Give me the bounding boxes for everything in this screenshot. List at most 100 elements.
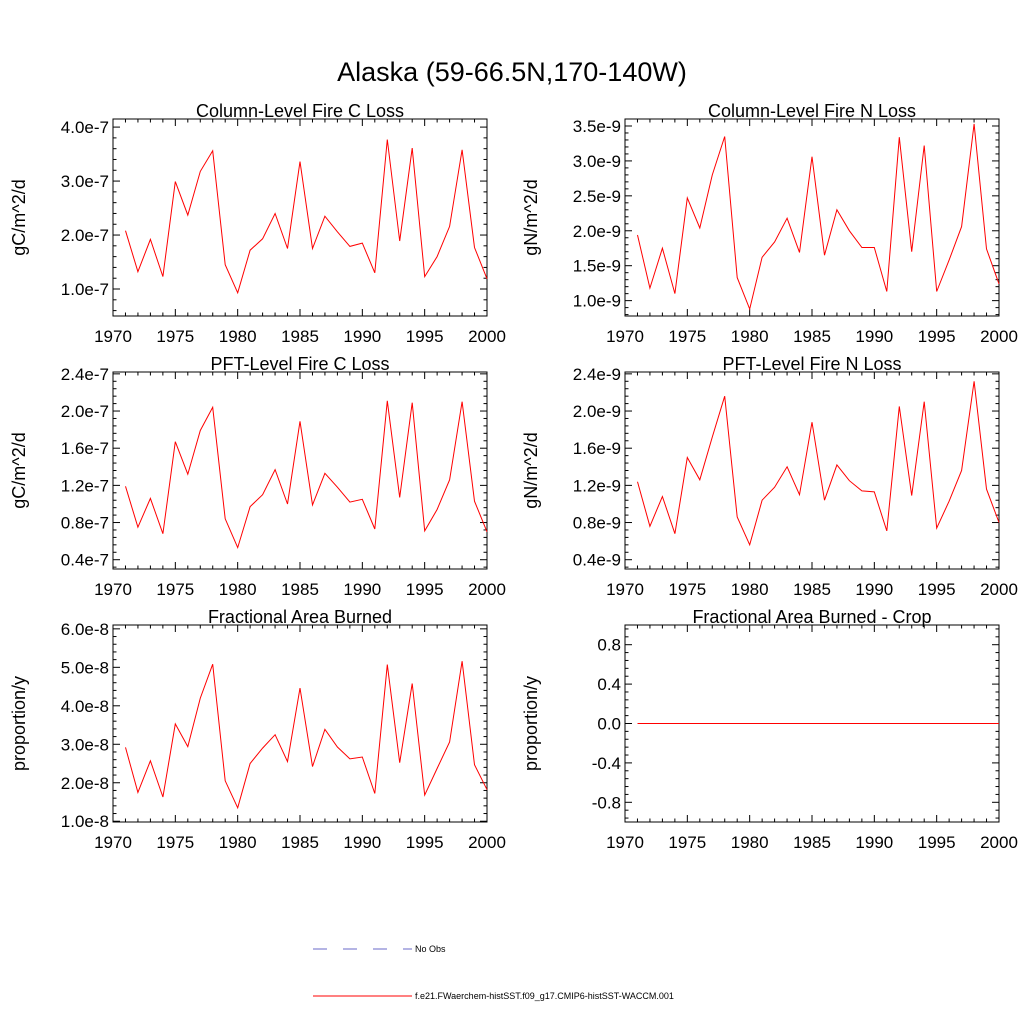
y-tick-label: 2.5e-9 <box>573 187 621 206</box>
y-tick-label: 1.2e-7 <box>61 476 109 495</box>
x-tick-label: 2000 <box>468 833 506 852</box>
plot-frame <box>112 624 488 823</box>
x-tick-label: 1975 <box>668 327 706 346</box>
panel-3: 1970 1975 1980 1985 1990 1995 2000 0.4e-7 0.8e-7… <box>9 354 506 599</box>
x-tick-label: 1990 <box>855 580 893 599</box>
y-tick-label: 2.0e-9 <box>573 402 621 421</box>
y-tick-label: 6.0e-8 <box>61 620 109 639</box>
panel-title: Fractional Area Burned - Crop <box>692 607 931 627</box>
x-tick-label: 1985 <box>281 327 319 346</box>
x-tick-label: 1980 <box>219 327 257 346</box>
legend: No Obs f.e21.FWaerchem-histSST.f09_g17.C… <box>313 944 674 1001</box>
x-tick-label: 1970 <box>94 833 132 852</box>
figure-title: Alaska (59-66.5N,170-140W) <box>337 57 687 87</box>
y-tick-label: 4.0e-8 <box>61 697 109 716</box>
plot-frame <box>624 371 1000 570</box>
x-tick-label: 2000 <box>980 327 1018 346</box>
y-tick-label: 1.0e-8 <box>61 812 109 831</box>
y-tick-label: 0.8e-9 <box>573 514 621 533</box>
y-tick-label: 0.0 <box>597 715 621 734</box>
panel-2: 1970 1975 1980 1985 1990 1995 2000 1.0e-9 1.5e-9… <box>521 101 1018 346</box>
x-tick-label: 1970 <box>606 327 644 346</box>
y-tick-label: 2.4e-9 <box>573 365 621 384</box>
y-tick-label: 2.4e-7 <box>61 365 109 384</box>
y-axis-label: gC/m^2/d <box>9 179 29 255</box>
y-tick-label: 3.0e-7 <box>61 172 109 191</box>
series-line <box>125 661 488 810</box>
x-tick-label: 1995 <box>406 327 444 346</box>
panel-title: Column-Level Fire N Loss <box>708 101 916 121</box>
panel-title: PFT-Level Fire N Loss <box>722 354 901 374</box>
panel-title: PFT-Level Fire C Loss <box>210 354 389 374</box>
x-tick-label: 1980 <box>731 580 769 599</box>
x-tick-label: 1970 <box>94 327 132 346</box>
x-tick-label: 1990 <box>343 580 381 599</box>
plot-frame <box>624 118 1000 317</box>
plot-frame <box>112 371 488 570</box>
x-tick-label: 1995 <box>918 327 956 346</box>
x-tick-label: 1975 <box>668 580 706 599</box>
x-tick-label: 1990 <box>855 327 893 346</box>
y-tick-label: 3.0e-8 <box>61 735 109 754</box>
x-tick-label: 2000 <box>980 833 1018 852</box>
x-tick-label: 1995 <box>918 580 956 599</box>
y-tick-label: 1.0e-7 <box>61 280 109 299</box>
y-tick-label: 1.5e-9 <box>573 257 621 276</box>
y-tick-label: 4.0e-7 <box>61 118 109 137</box>
y-tick-label: 3.5e-9 <box>573 117 621 136</box>
y-tick-label: 0.8 <box>597 636 621 655</box>
x-tick-label: 1980 <box>219 580 257 599</box>
x-tick-label: 1970 <box>94 580 132 599</box>
x-tick-label: 1995 <box>406 580 444 599</box>
x-tick-label: 1985 <box>793 327 831 346</box>
y-tick-label: 0.4e-7 <box>61 551 109 570</box>
x-tick-label: 1975 <box>156 327 194 346</box>
y-tick-label: 2.0e-9 <box>573 222 621 241</box>
y-axis-label: gC/m^2/d <box>9 432 29 508</box>
panels: 1970 1975 1980 1985 1990 1995 2000 1.0e-7 2.0e-7… <box>9 101 1018 852</box>
x-tick-label: 2000 <box>468 327 506 346</box>
legend-label-model: f.e21.FWaerchem-histSST.f09_g17.CMIP6-hi… <box>415 991 674 1001</box>
y-axis-label: proportion/y <box>521 676 541 771</box>
x-tick-label: 1985 <box>281 833 319 852</box>
y-tick-label: 2.0e-8 <box>61 774 109 793</box>
y-tick-label: 0.4 <box>597 675 621 694</box>
x-tick-label: 1980 <box>731 833 769 852</box>
series-line <box>125 139 488 295</box>
y-tick-label: 1.2e-9 <box>573 476 621 495</box>
legend-label-no-obs: No Obs <box>415 944 446 954</box>
y-tick-label: 2.0e-7 <box>61 226 109 245</box>
series-line <box>637 381 1000 547</box>
y-tick-label: -0.4 <box>592 754 621 773</box>
y-axis-label: gN/m^2/d <box>521 432 541 508</box>
x-tick-label: 1975 <box>156 580 194 599</box>
y-tick-label: 1.6e-9 <box>573 439 621 458</box>
y-tick-label: 1.0e-9 <box>573 292 621 311</box>
x-tick-label: 1970 <box>606 833 644 852</box>
x-tick-label: 1985 <box>793 833 831 852</box>
y-tick-label: 3.0e-9 <box>573 152 621 171</box>
y-tick-label: -0.8 <box>592 793 621 812</box>
y-tick-label: 2.0e-7 <box>61 402 109 421</box>
x-tick-label: 1970 <box>606 580 644 599</box>
y-tick-label: 0.4e-9 <box>573 551 621 570</box>
plot-frame <box>112 118 488 317</box>
x-tick-label: 1985 <box>281 580 319 599</box>
y-tick-label: 0.8e-7 <box>61 514 109 533</box>
x-tick-label: 1995 <box>406 833 444 852</box>
x-tick-label: 1985 <box>793 580 831 599</box>
y-tick-label: 5.0e-8 <box>61 658 109 677</box>
x-tick-label: 1975 <box>668 833 706 852</box>
panel-6: 1970 1975 1980 1985 1990 1995 2000 -0.8 -0.4 0.0 0… <box>521 607 1018 852</box>
x-tick-label: 2000 <box>468 580 506 599</box>
y-axis-label: gN/m^2/d <box>521 179 541 255</box>
panel-1: 1970 1975 1980 1985 1990 1995 2000 1.0e-7 2.0e-7… <box>9 101 506 346</box>
panel-title: Column-Level Fire C Loss <box>196 101 404 121</box>
x-tick-label: 2000 <box>980 580 1018 599</box>
y-tick-label: 1.6e-7 <box>61 439 109 458</box>
series-line <box>125 400 488 550</box>
x-tick-label: 1990 <box>343 833 381 852</box>
x-tick-label: 1980 <box>731 327 769 346</box>
series-line <box>637 123 1000 311</box>
